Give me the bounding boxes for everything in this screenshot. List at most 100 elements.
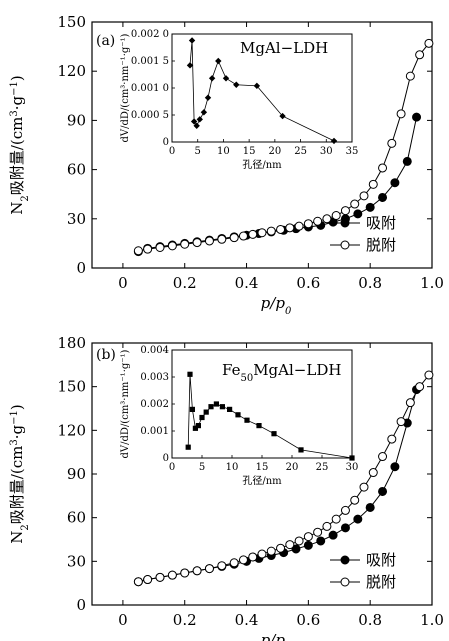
inset-point <box>215 57 222 65</box>
desorption-point <box>248 229 258 239</box>
desorption-point <box>266 546 276 556</box>
y-tick-label: 60 <box>67 161 86 179</box>
inset-x-tick-label: 15 <box>256 462 269 473</box>
desorption-point <box>285 540 295 550</box>
x-tick-label: 0 <box>118 611 128 629</box>
desorption-point <box>285 223 295 233</box>
desorption-point <box>322 521 332 531</box>
desorption-point <box>266 226 276 236</box>
y-axis-label-part: 2 <box>20 524 31 530</box>
inset-point <box>279 112 286 120</box>
desorption-point <box>133 577 143 587</box>
adsorption-point <box>412 112 422 122</box>
y-axis-label: N2吸附量/(cm3·g−1) <box>8 404 31 543</box>
inset-point <box>349 455 355 461</box>
desorption-point <box>405 398 415 408</box>
inset-point <box>213 401 219 407</box>
desorption-point <box>359 191 369 201</box>
desorption-point <box>294 221 304 231</box>
x-tick-label: 1.0 <box>420 274 444 292</box>
inset-point <box>298 447 304 453</box>
y-tick-label: 180 <box>57 334 86 352</box>
inset-point <box>219 404 225 410</box>
desorption-point <box>378 163 388 173</box>
inset-chart: 0 5 10 15 20 25 30 35 0 0.000 5 0.001 0 0.001 5 0.00… <box>120 29 358 171</box>
x-tick-label: 1.0 <box>420 611 444 629</box>
adsorption-point <box>303 540 313 550</box>
inset-y-tick-label: 0.002 0 <box>131 29 169 40</box>
adsorption-point <box>328 530 338 540</box>
x-tick-label: 0.6 <box>296 611 320 629</box>
desorption-point <box>424 38 434 48</box>
desorption-point <box>238 231 248 241</box>
inset-y-tick-label: 0.001 <box>140 426 169 437</box>
desorption-point <box>155 243 165 252</box>
desorption-point <box>331 211 341 221</box>
adsorption-point <box>365 502 375 512</box>
inset-x-tick-label: 0 <box>169 462 175 473</box>
desorption-point <box>238 555 248 565</box>
y-tick-label: 60 <box>67 509 86 527</box>
legend-marker <box>340 240 350 250</box>
inset-point <box>227 406 233 412</box>
adsorption-point <box>402 156 412 166</box>
inset-x-tick-label: 10 <box>226 462 239 473</box>
desorption-point <box>415 50 425 60</box>
desorption-point <box>350 199 360 209</box>
inset-y-tick-label: 0.000 5 <box>131 110 169 121</box>
desorption-point <box>415 382 425 392</box>
inset-y-tick-label: 0.001 0 <box>131 83 169 94</box>
x-axis-label-part: / <box>268 294 277 312</box>
desorption-point <box>322 214 332 224</box>
y-axis-label-part: ) <box>8 75 26 81</box>
inset-x-tick-label: 25 <box>316 462 329 473</box>
adsorption-point <box>390 178 400 188</box>
inset-title: MgAl−LDH <box>240 39 328 57</box>
inset-point <box>189 406 195 412</box>
adsorption-point <box>390 462 400 472</box>
y-axis-label: N2吸附量/(cm3·g−1) <box>8 75 31 214</box>
inset-y-axis-label: dV/dD/(cm³·nm⁻¹·g⁻¹) <box>120 349 131 458</box>
inset-x-tick-label: 20 <box>286 462 299 473</box>
y-tick-label: 120 <box>57 62 86 80</box>
desorption-point <box>350 495 360 505</box>
desorption-point <box>313 216 323 226</box>
desorption-point <box>204 236 214 246</box>
inset-point <box>190 118 198 125</box>
inset-title: Fe50MgAl−LDH <box>222 361 341 384</box>
x-tick-label: 0.4 <box>235 611 259 629</box>
desorption-point <box>405 71 415 81</box>
y-tick-label: 120 <box>57 421 86 439</box>
inset-y-tick-label: 0.001 5 <box>131 56 169 67</box>
legend-label: 脱附 <box>366 236 396 254</box>
inset-y-tick-label: 0.002 <box>140 399 169 410</box>
inset-y-tick-label: 0 <box>163 453 169 464</box>
desorption-point <box>192 238 202 248</box>
adsorption-point <box>316 536 326 546</box>
desorption-point <box>155 572 165 582</box>
inset-y-axis-label: dV/dD/(cm³·nm⁻¹·g⁻¹) <box>120 33 131 142</box>
inset-point <box>253 82 261 90</box>
x-axis-label-part: / <box>268 631 277 641</box>
desorption-point <box>257 228 267 238</box>
inset-title-part: 50 <box>240 373 253 384</box>
desorption-point <box>217 561 227 571</box>
desorption-point <box>204 564 214 574</box>
legend-marker <box>340 577 350 587</box>
inset-x-tick-label: 0 <box>169 146 175 157</box>
inset-x-tick-label: 15 <box>243 146 256 157</box>
y-axis-label-part: 吸附量/(cm <box>8 117 26 196</box>
desorption-point <box>313 527 323 537</box>
desorption-point <box>378 452 388 462</box>
desorption-point <box>167 241 177 251</box>
x-axis-label-part: p <box>275 294 285 312</box>
legend-marker <box>340 555 350 565</box>
desorption-point <box>387 138 397 148</box>
inset-point <box>208 404 214 410</box>
inset-title-part: MgAl−LDH <box>253 361 341 379</box>
inset-point <box>195 423 201 429</box>
y-axis-label-part: N <box>8 202 26 215</box>
desorption-point <box>180 568 190 578</box>
y-tick-label: 0 <box>76 259 86 277</box>
inset-chart: 0 5 10 15 20 25 30 0 0.001 0.002 0.003 0.004 孔径/nm dV… <box>120 345 358 487</box>
